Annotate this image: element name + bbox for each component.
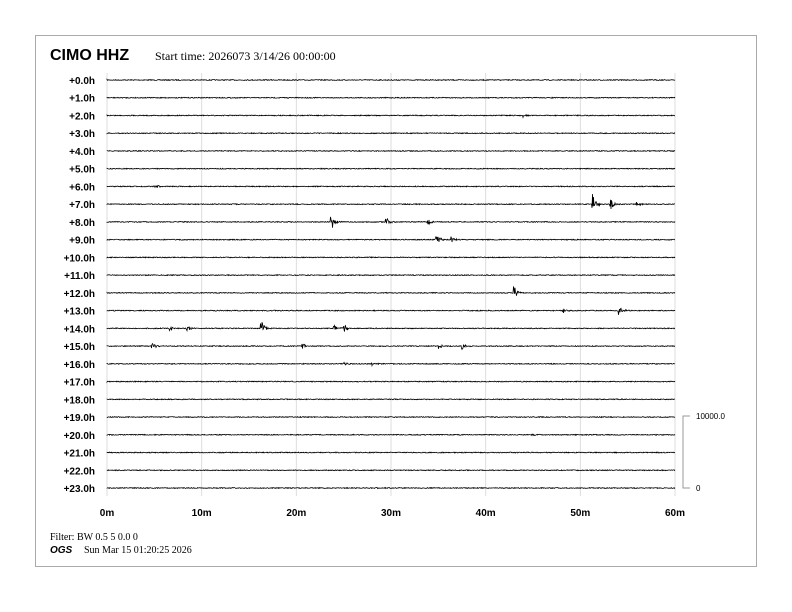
- row-label: +1.0h: [69, 94, 95, 105]
- row-label: +13.0h: [64, 307, 95, 318]
- trace-row: [106, 78, 676, 82]
- trace-row: [106, 322, 676, 332]
- plot-frame: [35, 35, 757, 567]
- trace-row: [106, 415, 676, 419]
- trace-row: [106, 433, 676, 437]
- scale-top-label: 10000.0: [696, 412, 725, 421]
- start-time: Start time: 2026073 3/14/26 00:00:00: [155, 49, 336, 63]
- trace-row: [106, 342, 676, 351]
- trace-row: [106, 131, 676, 135]
- trace-row: [106, 451, 676, 454]
- row-label: +9.0h: [69, 236, 95, 247]
- row-label: +22.0h: [64, 466, 95, 477]
- row-label: +6.0h: [69, 182, 95, 193]
- trace-row: [106, 194, 676, 209]
- row-label: +19.0h: [64, 413, 95, 424]
- trace-row: [106, 380, 676, 384]
- trace-row: [106, 273, 676, 277]
- station-title: CIMO HHZ: [50, 47, 130, 64]
- scale-bar: [682, 415, 690, 489]
- trace-row: [106, 96, 676, 99]
- x-tick-label: 60m: [665, 508, 685, 519]
- trace-row: [106, 256, 676, 259]
- trace-row: [106, 149, 676, 153]
- trace-row: [106, 307, 676, 315]
- trace-row: [106, 113, 676, 119]
- trace-row: [106, 398, 676, 401]
- row-label: +4.0h: [69, 147, 95, 158]
- row-label: +17.0h: [64, 378, 95, 389]
- x-tick-label: 0m: [100, 508, 115, 519]
- trace-row: [106, 236, 676, 243]
- x-tick-label: 50m: [570, 508, 590, 519]
- row-label: +14.0h: [64, 324, 95, 335]
- row-label: +18.0h: [64, 395, 95, 406]
- trace-row: [106, 486, 676, 490]
- row-label: +3.0h: [69, 129, 95, 140]
- row-label: +20.0h: [64, 431, 95, 442]
- trace-row: [106, 286, 676, 296]
- row-label: +16.0h: [64, 360, 95, 371]
- trace-row: [106, 361, 676, 368]
- row-label: +23.0h: [64, 484, 95, 495]
- filter-info: Filter: BW 0.5 5 0.0 0: [50, 532, 138, 543]
- scale-bottom-label: 0: [696, 484, 701, 493]
- row-label: +12.0h: [64, 289, 95, 300]
- trace-row: [106, 216, 676, 228]
- x-tick-label: 10m: [192, 508, 212, 519]
- row-label: +0.0h: [69, 76, 95, 87]
- row-label: +2.0h: [69, 111, 95, 122]
- org-label: OGS: [50, 545, 73, 556]
- trace-row: [106, 469, 676, 472]
- row-label: +7.0h: [69, 200, 95, 211]
- row-label: +10.0h: [64, 253, 95, 264]
- row-label: +8.0h: [69, 218, 95, 229]
- row-label: +5.0h: [69, 165, 95, 176]
- generated-timestamp: Sun Mar 15 01:20:25 2026: [84, 545, 192, 556]
- trace-row: [106, 184, 676, 189]
- row-label: +15.0h: [64, 342, 95, 353]
- row-label: +11.0h: [64, 271, 95, 282]
- x-tick-label: 20m: [286, 508, 306, 519]
- trace-row: [106, 167, 676, 170]
- x-tick-label: 40m: [476, 508, 496, 519]
- x-tick-label: 30m: [381, 508, 401, 519]
- row-label: +21.0h: [64, 449, 95, 460]
